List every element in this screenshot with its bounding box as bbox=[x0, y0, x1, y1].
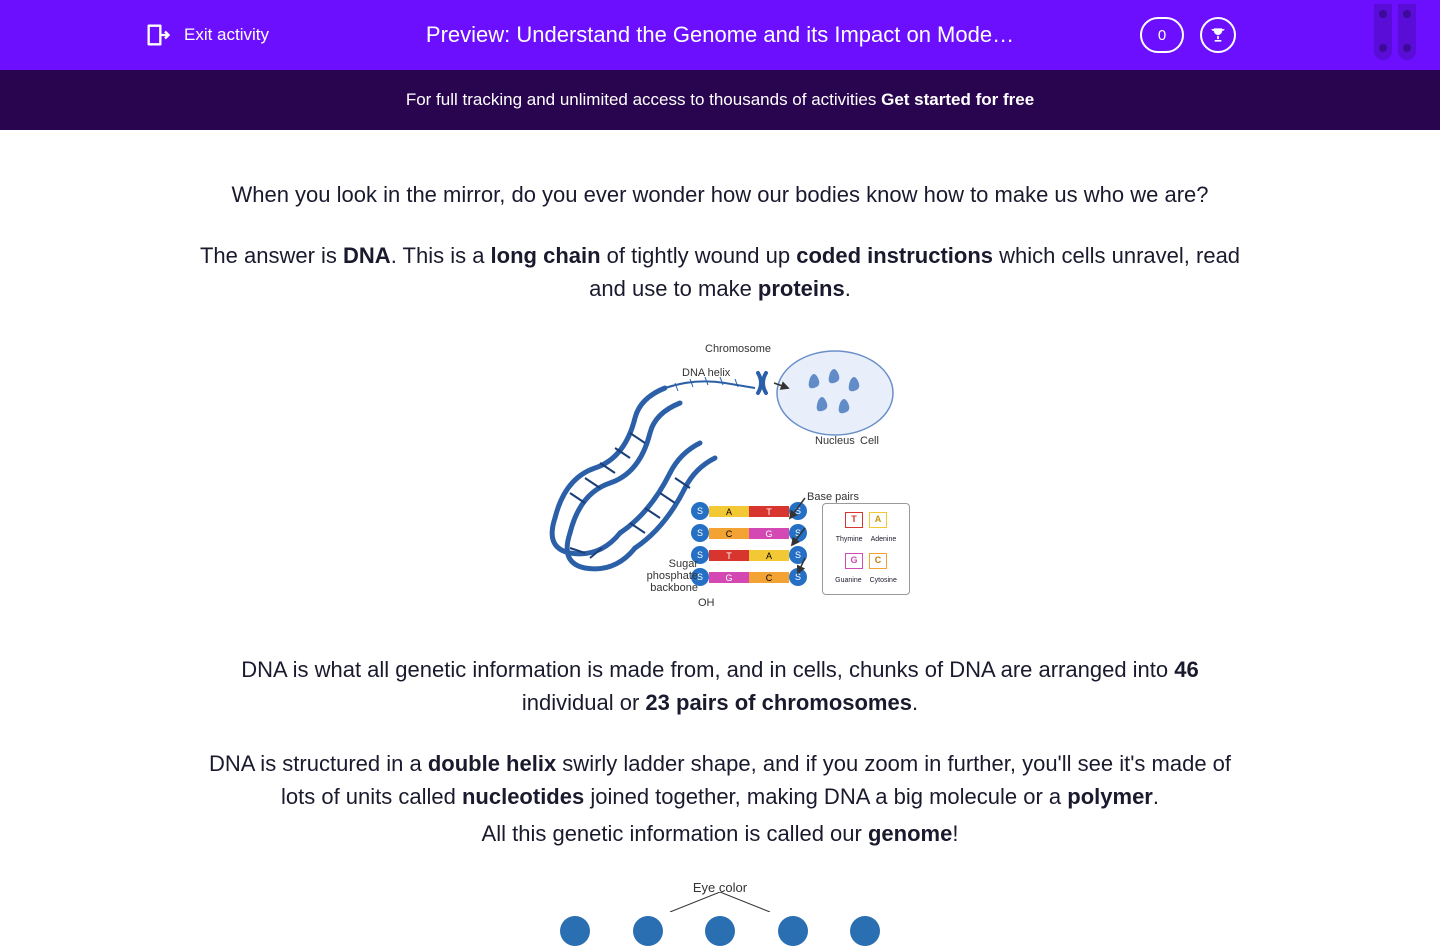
label-oh: OH bbox=[698, 595, 715, 612]
svg-text:T: T bbox=[766, 507, 772, 517]
p5-text: All this genetic information is called o… bbox=[482, 821, 868, 846]
p2-longchain: long chain bbox=[491, 243, 601, 268]
p5-genome: genome bbox=[868, 821, 952, 846]
color-dot bbox=[705, 916, 735, 946]
trophy-button[interactable] bbox=[1200, 17, 1236, 53]
label-dna-helix: DNA helix bbox=[682, 365, 730, 382]
p2-text: The answer is bbox=[200, 243, 343, 268]
svg-text:S: S bbox=[697, 506, 703, 516]
paragraph-3: DNA is what all genetic information is m… bbox=[194, 653, 1246, 719]
p3-23pairs: 23 pairs of chromosomes bbox=[645, 690, 912, 715]
label-nucleus: Nucleus bbox=[815, 433, 855, 450]
p3-text3: . bbox=[912, 690, 918, 715]
svg-text:S: S bbox=[795, 572, 801, 582]
svg-text:T: T bbox=[726, 551, 732, 561]
color-dot bbox=[850, 916, 880, 946]
hex-t: T bbox=[845, 512, 863, 528]
app-header: Exit activity Preview: Understand the Ge… bbox=[0, 0, 1440, 70]
svg-text:C: C bbox=[766, 573, 773, 583]
svg-text:S: S bbox=[795, 550, 801, 560]
paragraph-4: DNA is structured in a double helix swir… bbox=[194, 747, 1246, 813]
svg-text:G: G bbox=[725, 573, 732, 583]
label-cytosine: Cytosine bbox=[870, 576, 897, 587]
exit-activity-label: Exit activity bbox=[184, 25, 269, 45]
paragraph-5: All this genetic information is called o… bbox=[194, 817, 1246, 850]
label-guanine: Guanine bbox=[835, 576, 861, 587]
p2-coded: coded instructions bbox=[796, 243, 993, 268]
banner-text: For full tracking and unlimited access t… bbox=[406, 90, 881, 109]
p4-text4: . bbox=[1153, 784, 1159, 809]
label-thymine: Thymine bbox=[836, 535, 863, 546]
svg-text:A: A bbox=[726, 507, 732, 517]
test-tubes-decoration bbox=[1374, 4, 1416, 60]
p3-46: 46 bbox=[1174, 657, 1198, 682]
p2-text2: . This is a bbox=[391, 243, 491, 268]
color-dot bbox=[778, 916, 808, 946]
trophy-icon bbox=[1208, 25, 1228, 45]
p3-text: DNA is what all genetic information is m… bbox=[241, 657, 1174, 682]
p2-text5: . bbox=[845, 276, 851, 301]
banner-cta: Get started for free bbox=[881, 90, 1034, 109]
p4-text: DNA is structured in a bbox=[209, 751, 428, 776]
paragraph-1: When you look in the mirror, do you ever… bbox=[194, 178, 1246, 211]
p2-proteins: proteins bbox=[758, 276, 845, 301]
exit-icon bbox=[144, 21, 172, 49]
pointer-lines bbox=[660, 892, 780, 912]
label-backbone: Sugar phosphate backbone bbox=[638, 558, 698, 594]
p3-text2: individual or bbox=[522, 690, 646, 715]
color-dot bbox=[633, 916, 663, 946]
lesson-content: When you look in the mirror, do you ever… bbox=[170, 130, 1270, 946]
svg-text:G: G bbox=[765, 529, 772, 539]
svg-text:A: A bbox=[766, 551, 772, 561]
p2-text3: of tightly wound up bbox=[601, 243, 797, 268]
p2-dna: DNA bbox=[343, 243, 391, 268]
base-legend: T A Thymine Adenine G C Guanine Cytosine bbox=[822, 503, 910, 595]
eye-color-dots bbox=[560, 916, 880, 946]
page-title: Preview: Understand the Genome and its I… bbox=[426, 22, 1014, 48]
svg-text:S: S bbox=[697, 528, 703, 538]
score-pill[interactable]: 0 bbox=[1140, 17, 1184, 53]
p4-helix: double helix bbox=[428, 751, 556, 776]
svg-text:C: C bbox=[726, 529, 733, 539]
p4-text3: joined together, making DNA a big molecu… bbox=[584, 784, 1067, 809]
label-cell: Cell bbox=[860, 433, 879, 450]
paragraph-2: The answer is DNA. This is a long chain … bbox=[194, 239, 1246, 305]
eye-color-diagram: Eye color bbox=[545, 878, 895, 946]
promo-banner[interactable]: For full tracking and unlimited access t… bbox=[0, 70, 1440, 130]
label-adenine: Adenine bbox=[871, 535, 897, 546]
dna-diagram: S S S S S S S S A T C G T A G C bbox=[530, 333, 910, 613]
score-value: 0 bbox=[1158, 27, 1166, 44]
label-chromosome: Chromosome bbox=[705, 341, 771, 358]
hex-c: C bbox=[869, 553, 887, 569]
header-right: 0 bbox=[1140, 17, 1236, 53]
p4-nucleotides: nucleotides bbox=[462, 784, 584, 809]
p5-text2: ! bbox=[952, 821, 958, 846]
hex-a: A bbox=[869, 512, 887, 528]
color-dot bbox=[560, 916, 590, 946]
p4-polymer: polymer bbox=[1067, 784, 1153, 809]
exit-activity-button[interactable]: Exit activity bbox=[144, 21, 269, 49]
hex-g: G bbox=[845, 553, 863, 569]
